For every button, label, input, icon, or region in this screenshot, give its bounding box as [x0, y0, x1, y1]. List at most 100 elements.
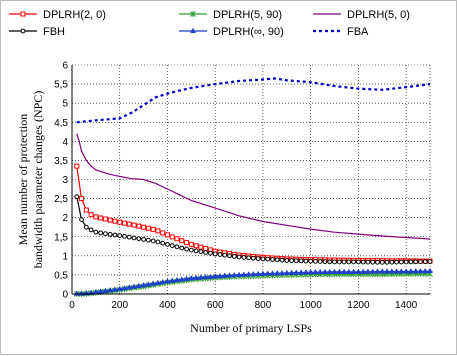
data-point — [226, 272, 233, 278]
data-point — [98, 215, 104, 221]
data-point — [217, 252, 223, 257]
data-point — [103, 231, 108, 237]
data-point — [131, 283, 138, 289]
data-point — [308, 258, 314, 264]
data-point — [169, 243, 175, 249]
data-point — [284, 258, 290, 263]
data-point — [83, 224, 89, 230]
data-point — [208, 250, 213, 256]
data-point — [236, 254, 242, 260]
data-point — [370, 259, 376, 265]
data-point — [154, 279, 161, 285]
data-point — [293, 269, 300, 275]
data-point — [222, 252, 228, 258]
data-point — [326, 268, 333, 274]
x-tick-label: 0 — [69, 300, 75, 311]
data-point — [274, 257, 280, 263]
legend-box — [2, 2, 455, 40]
data-point — [112, 218, 118, 224]
data-point — [331, 268, 338, 274]
data-point — [408, 259, 414, 265]
y-axis-title-line: Mean number of protection — [16, 114, 30, 246]
data-point — [356, 259, 361, 265]
data-point — [145, 225, 151, 231]
data-point — [389, 259, 395, 265]
data-point — [274, 270, 281, 276]
data-point — [189, 27, 197, 34]
data-point — [178, 276, 185, 282]
x-tick-label: 1200 — [347, 300, 370, 311]
data-point — [179, 238, 185, 244]
data-point — [136, 223, 142, 229]
data-point — [169, 234, 175, 240]
series-line — [76, 77, 431, 124]
legend-label: DPLRH(2, 0) — [43, 9, 106, 21]
data-point — [351, 259, 357, 265]
data-point — [107, 217, 113, 223]
data-point — [259, 270, 266, 276]
data-point — [241, 254, 247, 260]
data-point — [83, 207, 89, 213]
data-point — [122, 220, 128, 226]
y-tick-label: 3 — [62, 175, 68, 186]
data-point — [317, 259, 323, 264]
data-point — [336, 268, 343, 274]
data-point — [174, 244, 180, 250]
data-point — [93, 214, 99, 220]
data-point — [116, 285, 123, 292]
data-point — [107, 231, 113, 237]
data-point — [355, 268, 362, 274]
data-point — [126, 221, 132, 227]
data-point — [160, 240, 166, 246]
data-point — [79, 217, 84, 222]
data-point — [302, 269, 309, 275]
data-point — [188, 247, 194, 253]
x-tick-label: 1400 — [395, 300, 418, 311]
data-point — [398, 268, 405, 274]
data-point — [360, 259, 366, 265]
data-point — [245, 271, 252, 277]
data-point — [393, 268, 400, 274]
legend-item: DPLRH(2, 0) — [9, 9, 106, 21]
data-point — [131, 235, 137, 241]
data-point — [141, 224, 147, 230]
data-point — [412, 268, 419, 274]
data-point — [413, 259, 419, 265]
data-point — [394, 259, 399, 265]
data-point — [155, 228, 161, 234]
data-point — [188, 241, 194, 247]
data-point — [321, 268, 329, 275]
data-point — [93, 229, 99, 235]
y-tick-label: 6 — [62, 61, 68, 72]
data-point — [369, 268, 376, 274]
y-tick-label: 4,5 — [54, 118, 68, 129]
data-point — [418, 259, 423, 265]
data-point — [307, 268, 314, 275]
data-point — [384, 259, 390, 265]
data-point — [150, 226, 156, 232]
data-point — [379, 259, 385, 265]
data-point — [427, 259, 433, 264]
data-point — [403, 268, 410, 274]
y-tick-label: 4 — [62, 137, 68, 148]
data-point — [136, 236, 142, 242]
data-point — [212, 251, 218, 257]
data-point — [183, 275, 190, 282]
y-tick-label: 5 — [62, 99, 68, 110]
y-tick-label: 5,5 — [54, 80, 68, 91]
data-point — [398, 259, 404, 265]
data-point — [283, 269, 290, 276]
data-point — [169, 277, 176, 283]
data-point — [240, 271, 247, 277]
data-point — [227, 253, 232, 259]
data-point — [317, 268, 324, 275]
data-point — [203, 249, 209, 255]
y-tick-label: 1,5 — [54, 232, 68, 243]
data-point — [197, 274, 204, 280]
data-point — [375, 259, 380, 265]
legend: DPLRH(2, 0) DPLRH(5, 90) DPLRH(5, 0) FBH DPL… — [2, 2, 455, 40]
legend-item: FBA — [313, 26, 369, 38]
data-point — [407, 268, 414, 274]
data-point — [216, 272, 224, 279]
